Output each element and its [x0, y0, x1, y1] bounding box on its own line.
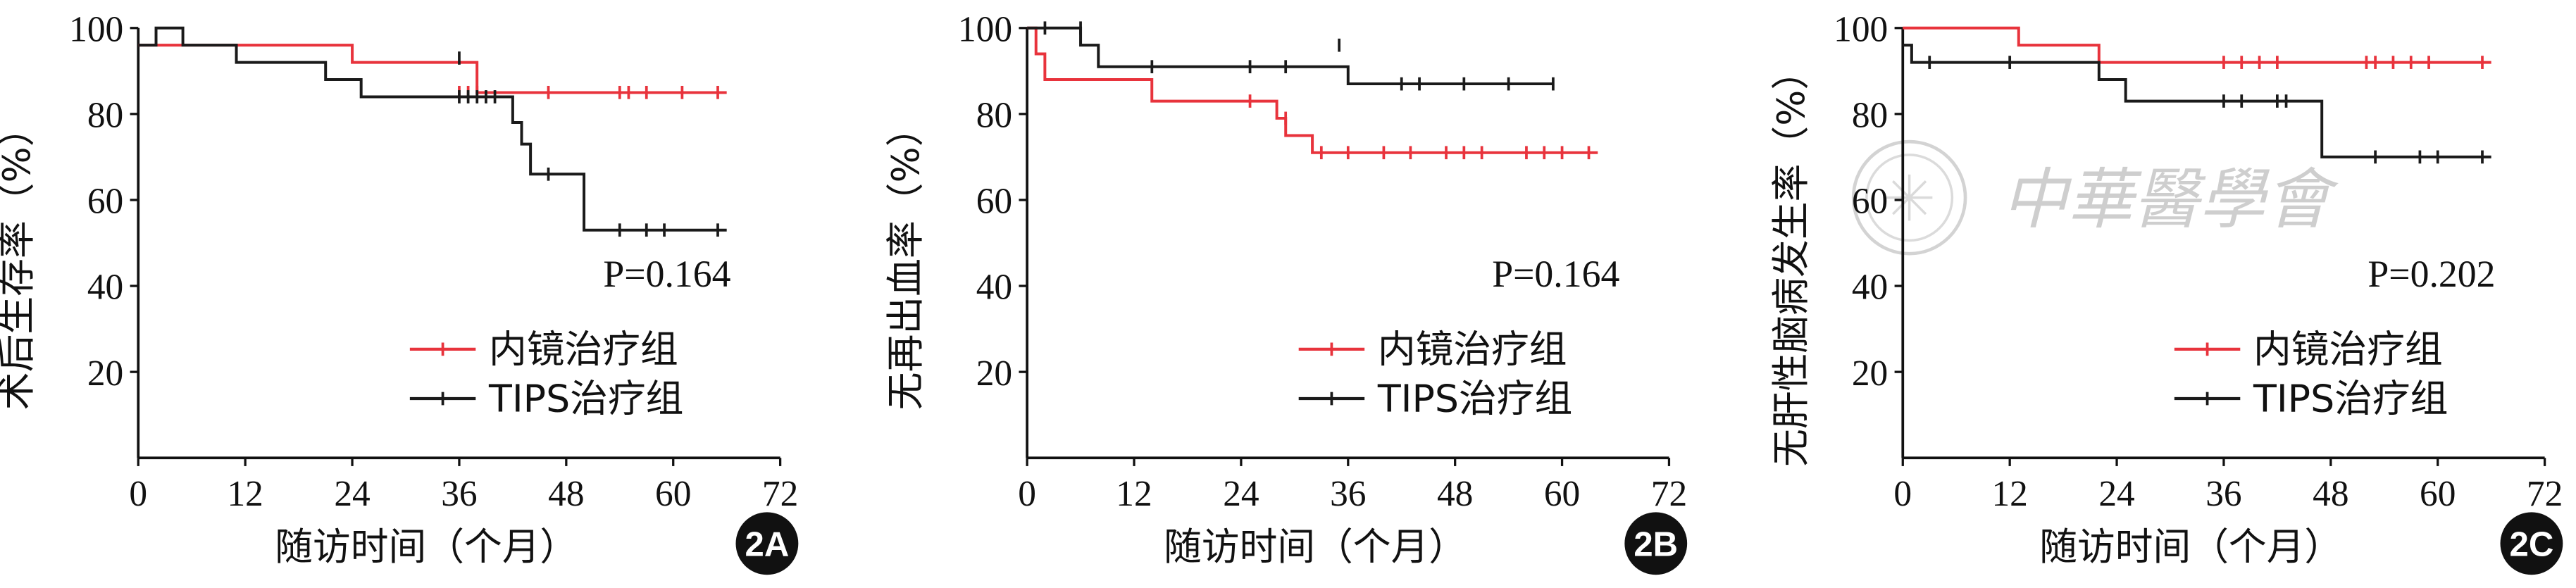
p-value: P=0.164 — [1492, 253, 1619, 295]
legend-label: 内镜治疗组 — [1378, 327, 1567, 372]
legend: 内镜治疗组 TIPS治疗组 — [1298, 327, 1572, 421]
legend-item: 内镜治疗组 — [409, 327, 678, 372]
watermark-text: 中華醫學會 — [2001, 162, 2339, 239]
series-line — [138, 44, 727, 94]
x-tick-label: 72 — [762, 474, 798, 514]
y-tick-label: 60 — [976, 182, 1012, 222]
x-tick-label: 48 — [548, 474, 584, 514]
x-tick-label: 24 — [334, 474, 370, 514]
watermark-seal — [1851, 139, 1967, 256]
watermark: 中華醫學會 — [1851, 139, 2339, 256]
x-tick-label: 12 — [227, 474, 263, 514]
y-axis-title: 无肝性脑病发生率（%） — [1769, 52, 1813, 467]
x-tick-label: 0 — [129, 474, 147, 514]
y-tick-label: 20 — [87, 354, 123, 394]
panel-badge-label: 2A — [745, 525, 790, 563]
x-axis-title: 随访时间（个月） — [1164, 525, 1467, 569]
series-endoscopy — [1027, 26, 1598, 160]
legend-item: TIPS治疗组 — [2174, 377, 2448, 421]
legend-label: 内镜治疗组 — [489, 327, 678, 372]
legend: 内镜治疗组 TIPS治疗组 — [2174, 327, 2448, 421]
x-tick-label: 36 — [1330, 474, 1366, 514]
x-tick-label: 72 — [1651, 474, 1687, 514]
y-tick-label: 100 — [69, 9, 123, 49]
legend-label: TIPS治疗组 — [1377, 377, 1572, 421]
y-tick-label: 100 — [1834, 9, 1888, 49]
x-tick-label: 48 — [1437, 474, 1473, 514]
y-tick-label: 20 — [1852, 354, 1888, 394]
legend-item: 内镜治疗组 — [2174, 327, 2443, 372]
panel-badge: 2A — [735, 512, 799, 575]
legend-item: TIPS治疗组 — [409, 377, 683, 421]
panel-badge: 2B — [1624, 512, 1688, 575]
chart-panel-3: 20 40 60 80 100 0 12 24 36 48 60 72 随访时间（个月） 无肝性脑病发生率… — [1769, 9, 2563, 575]
legend-label: 内镜治疗组 — [2253, 327, 2443, 372]
legend-item: 内镜治疗组 — [1298, 327, 1567, 372]
y-tick-label: 80 — [976, 96, 1012, 136]
p-value: P=0.202 — [2367, 253, 2495, 295]
panel-badge-circle — [1624, 512, 1688, 575]
panel-badge-label: 2C — [2510, 525, 2554, 563]
y-tick-label: 40 — [976, 268, 1012, 308]
series-line — [138, 26, 727, 232]
legend-label: TIPS治疗组 — [488, 377, 683, 421]
panel-badge-circle — [2500, 512, 2563, 575]
y-tick-label: 60 — [87, 182, 123, 222]
y-axis-title: 术后生存率（%） — [0, 109, 39, 411]
x-tick-label: 0 — [1018, 474, 1036, 514]
legend: 内镜治疗组 TIPS治疗组 — [409, 327, 683, 421]
x-axis-title: 随访时间（个月） — [275, 525, 578, 569]
x-tick-label: 24 — [2098, 474, 2134, 514]
x-tick-label: 60 — [655, 474, 691, 514]
x-tick-label: 60 — [2420, 474, 2456, 514]
x-tick-label: 48 — [2313, 474, 2348, 514]
legend-item: TIPS治疗组 — [1298, 377, 1572, 421]
x-tick-label: 12 — [1116, 474, 1152, 514]
y-tick-label: 40 — [87, 268, 123, 308]
x-tick-label: 72 — [2527, 474, 2563, 514]
panel-badge-label: 2B — [1634, 525, 1678, 563]
p-value: P=0.164 — [603, 253, 730, 295]
series-tips — [138, 26, 727, 237]
y-tick-label: 100 — [958, 9, 1012, 49]
x-tick-label: 24 — [1223, 474, 1259, 514]
x-tick-label: 36 — [2205, 474, 2241, 514]
chart-panels: 20 40 60 80 100 0 12 24 36 48 60 72 随访时间（个月） 术后生存率（%）… — [0, 9, 2563, 575]
series-endoscopy — [1903, 26, 2491, 69]
series-tips — [1027, 21, 1555, 91]
series-line — [1027, 26, 1598, 154]
x-tick-label: 60 — [1544, 474, 1580, 514]
y-tick-label: 80 — [87, 96, 123, 136]
x-tick-label: 0 — [1893, 474, 1912, 514]
series-endoscopy — [138, 44, 727, 99]
x-tick-label: 36 — [441, 474, 477, 514]
y-axis-title: 无再出血率（%） — [883, 109, 928, 411]
y-tick-label: 80 — [1852, 96, 1888, 136]
series-line — [1903, 26, 2491, 64]
legend-label: TIPS治疗组 — [2253, 377, 2448, 421]
chart-panel-1: 20 40 60 80 100 0 12 24 36 48 60 72 随访时间（个月） 术后生存率（%）… — [0, 9, 799, 575]
y-tick-label: 40 — [1852, 268, 1888, 308]
chart-panel-2: 20 40 60 80 100 0 12 24 36 48 60 72 随访时间（个月） 无再出血率（%）… — [883, 9, 1688, 575]
panel-badge-circle — [735, 512, 799, 575]
series-tips — [1903, 44, 2491, 164]
y-tick-label: 60 — [1852, 182, 1888, 222]
panel-badge: 2C — [2500, 512, 2563, 575]
series-line — [1903, 44, 2491, 158]
series-line — [1027, 26, 1553, 86]
y-tick-label: 20 — [976, 354, 1012, 394]
x-axis-title: 随访时间（个月） — [2039, 525, 2342, 569]
x-tick-label: 12 — [1991, 474, 2027, 514]
